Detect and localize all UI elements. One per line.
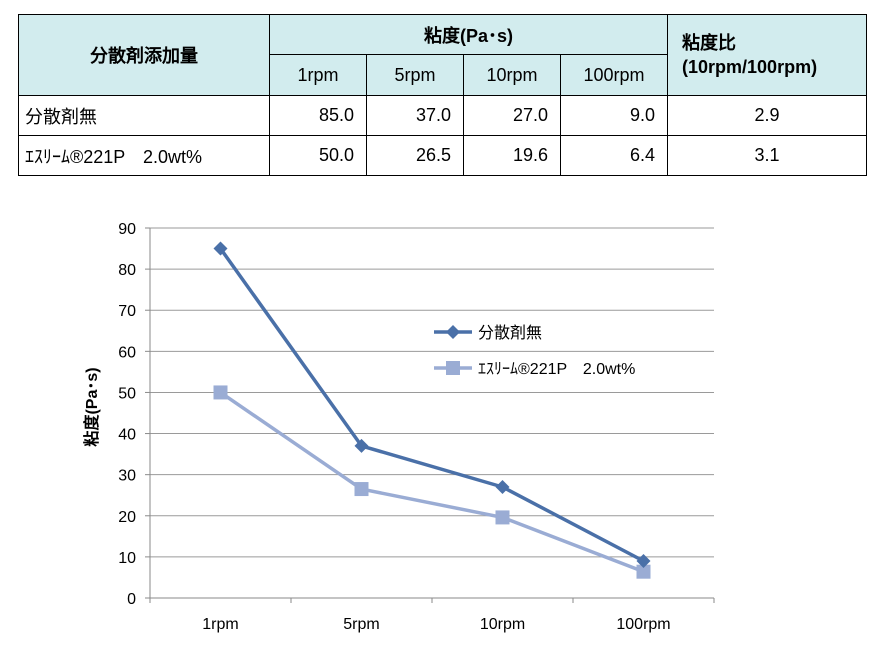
legend-marker bbox=[446, 325, 460, 339]
x-tick-label: 5rpm bbox=[343, 616, 379, 633]
header-additive: 分散剤添加量 bbox=[18, 14, 270, 96]
table-cell: 50.0 bbox=[269, 135, 367, 176]
y-tick-label: 0 bbox=[127, 591, 136, 608]
header-speed: 100rpm bbox=[559, 54, 669, 96]
table-cell: 6.4 bbox=[559, 135, 669, 176]
series-line bbox=[219, 247, 645, 563]
axes: 0 10 20 30 40 50 60 70 80 90 1rpm 5rpm 10rpm 100rpm bbox=[118, 221, 715, 633]
y-tick-label: 70 bbox=[118, 303, 136, 320]
legend-marker bbox=[446, 361, 460, 375]
legend-label: ｴｽﾘｰﾑ®221P 2.0wt% bbox=[478, 361, 635, 378]
series-lines bbox=[213, 241, 651, 579]
y-tick-label: 20 bbox=[118, 509, 136, 526]
row-label: 分散剤無 bbox=[18, 95, 270, 136]
y-axis-label: 粘度(Pa･s) bbox=[82, 367, 101, 446]
table-row: ｴｽﾘｰﾑ®221P 2.0wt% 50.0 26.5 19.6 6.4 3.1 bbox=[18, 135, 868, 176]
x-tick-label: 10rpm bbox=[480, 616, 525, 633]
y-tick-label: 80 bbox=[118, 262, 136, 279]
data-point bbox=[636, 564, 651, 579]
data-point bbox=[636, 554, 651, 568]
table-cell: 85.0 bbox=[269, 95, 367, 136]
legend-label: 分散剤無 bbox=[478, 324, 542, 342]
header-ratio-line1: 粘度比 bbox=[682, 33, 737, 53]
viscosity-table: 分散剤添加量 粘度(Pa･s) 粘度比 (10rpm/100rpm) 1rpm … bbox=[18, 14, 868, 176]
table-subheader-row: 1rpm 5rpm 10rpm 100rpm bbox=[19, 54, 867, 96]
header-speed: 10rpm bbox=[463, 54, 561, 96]
ratio-cell: 2.9 bbox=[667, 95, 868, 136]
table-cell: 9.0 bbox=[559, 95, 669, 136]
data-point bbox=[495, 480, 510, 494]
y-tick-label: 30 bbox=[118, 468, 136, 485]
table-cell: 27.0 bbox=[463, 95, 561, 136]
header-ratio-line2: (10rpm/100rpm) bbox=[682, 57, 818, 77]
gridlines bbox=[150, 227, 714, 558]
y-tick-label: 60 bbox=[118, 344, 136, 361]
header-speed: 1rpm bbox=[269, 54, 367, 96]
data-point bbox=[354, 438, 369, 453]
x-tick-label: 1rpm bbox=[202, 616, 238, 633]
header-speed: 5rpm bbox=[366, 54, 464, 96]
data-point bbox=[213, 241, 228, 256]
table-cell: 37.0 bbox=[366, 95, 464, 136]
data-point bbox=[213, 385, 228, 400]
viscosity-line-chart: 0 10 20 30 40 50 60 70 80 90 1rpm 5rpm 10rpm 100rpm 分… bbox=[82, 221, 715, 633]
table-cell: 19.6 bbox=[463, 135, 561, 176]
y-tick-label: 40 bbox=[118, 427, 136, 444]
row-label: ｴｽﾘｰﾑ®221P 2.0wt% bbox=[18, 135, 270, 176]
header-viscosity: 粘度(Pa･s) bbox=[268, 14, 669, 55]
y-tick-label: 50 bbox=[118, 385, 136, 402]
ratio-cell: 3.1 bbox=[667, 135, 868, 176]
table-cell: 26.5 bbox=[366, 135, 464, 176]
data-point bbox=[354, 482, 369, 497]
y-tick-label: 90 bbox=[118, 221, 136, 238]
x-tick-label: 100rpm bbox=[616, 616, 670, 633]
header-ratio: 粘度比 (10rpm/100rpm) bbox=[667, 14, 868, 96]
table-row: 分散剤無 85.0 37.0 27.0 9.0 2.9 bbox=[18, 95, 868, 136]
table-header-row: 分散剤添加量 粘度(Pa･s) 粘度比 (10rpm/100rpm) bbox=[18, 14, 868, 96]
series-line bbox=[219, 391, 645, 574]
legend: 分散剤無 ｴｽﾘｰﾑ®221P 2.0wt% bbox=[434, 324, 635, 378]
y-tick-label: 10 bbox=[118, 550, 136, 567]
data-point bbox=[495, 510, 510, 525]
